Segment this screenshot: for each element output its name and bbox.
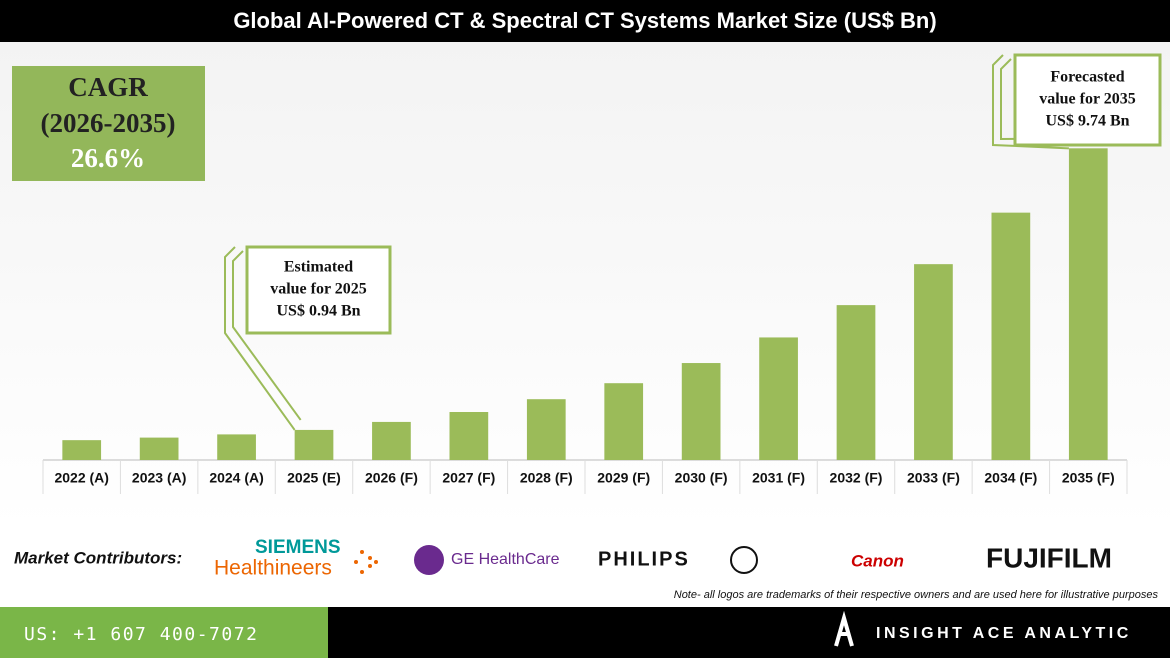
logo-fujifilm: FUJIFILM bbox=[986, 542, 1112, 573]
chart-title: Global AI-Powered CT & Spectral CT Syste… bbox=[233, 8, 936, 33]
bar bbox=[759, 337, 798, 460]
x-tick-label: 2032 (F) bbox=[830, 470, 883, 486]
x-tick-label: 2026 (F) bbox=[365, 470, 418, 486]
bar bbox=[62, 440, 102, 460]
title-bar bbox=[0, 0, 1170, 42]
x-tick-label: 2022 (A) bbox=[54, 470, 108, 486]
x-tick-label: 2035 (F) bbox=[1062, 470, 1115, 486]
x-tick-label: 2023 (A) bbox=[132, 470, 186, 486]
x-tick-label: 2024 (A) bbox=[209, 470, 263, 486]
x-tick-label: 2033 (F) bbox=[907, 470, 960, 486]
philips-shield bbox=[730, 546, 758, 574]
brand-bar bbox=[328, 607, 1170, 658]
x-tick-label: 2028 (F) bbox=[520, 470, 573, 486]
x-tick-label: 2029 (F) bbox=[597, 470, 650, 486]
callout-text: value for 2025 bbox=[270, 281, 367, 298]
bar bbox=[526, 399, 566, 460]
bar bbox=[681, 363, 721, 460]
phone: US: +1 607 400-7072 bbox=[24, 624, 258, 645]
cagr-label: CAGR bbox=[68, 72, 148, 102]
x-tick-label: 2025 (E) bbox=[287, 470, 341, 486]
logo-dots bbox=[354, 550, 378, 574]
bar bbox=[1068, 148, 1108, 460]
cagr-box bbox=[12, 66, 205, 181]
note: Note- all logos are trademarks of their … bbox=[674, 589, 1159, 601]
brand-logo bbox=[834, 610, 854, 647]
callout-leader bbox=[232, 250, 302, 421]
contributors-label: Market Contributors: bbox=[14, 548, 182, 567]
bar bbox=[372, 421, 411, 460]
bar bbox=[139, 437, 179, 460]
ge-logo-mark bbox=[414, 545, 444, 575]
logo-canon: Canon bbox=[851, 551, 904, 570]
phone-bar bbox=[0, 607, 328, 658]
bar bbox=[836, 305, 876, 460]
callout-text: Estimated bbox=[284, 259, 353, 276]
bar bbox=[294, 429, 334, 460]
x-tick-label: 2027 (F) bbox=[442, 470, 495, 486]
bar bbox=[217, 434, 256, 460]
callout-box bbox=[245, 245, 392, 335]
callout-text: Forecasted bbox=[1050, 69, 1124, 86]
bar bbox=[914, 264, 953, 460]
callout-leader bbox=[992, 54, 1069, 150]
brand: INSIGHT ACE ANALYTIC bbox=[876, 625, 1132, 642]
logo-ge: GE HealthCare bbox=[451, 551, 560, 568]
logo-healthineers: Healthineers bbox=[214, 557, 332, 580]
callout-text: US$ 0.94 Bn bbox=[276, 303, 360, 320]
callout-text: US$ 9.74 Bn bbox=[1045, 113, 1129, 130]
x-tick-label: 2031 (F) bbox=[752, 470, 805, 486]
x-tick-label: 2034 (F) bbox=[984, 470, 1037, 486]
callout-text: value for 2035 bbox=[1039, 91, 1136, 108]
logo-siemens: SIEMENS bbox=[255, 537, 341, 558]
x-tick-label: 2030 (F) bbox=[675, 470, 728, 486]
bar bbox=[604, 383, 644, 460]
bar bbox=[449, 412, 489, 460]
callout-box bbox=[1013, 53, 1162, 147]
callout-leader bbox=[224, 246, 296, 431]
cagr-period: (2026-2035) bbox=[41, 108, 176, 138]
footer-background bbox=[0, 528, 1170, 607]
cagr-value: 26.6% bbox=[71, 143, 145, 173]
logo-philips: PHILIPS bbox=[598, 548, 690, 570]
bar bbox=[991, 212, 1031, 460]
